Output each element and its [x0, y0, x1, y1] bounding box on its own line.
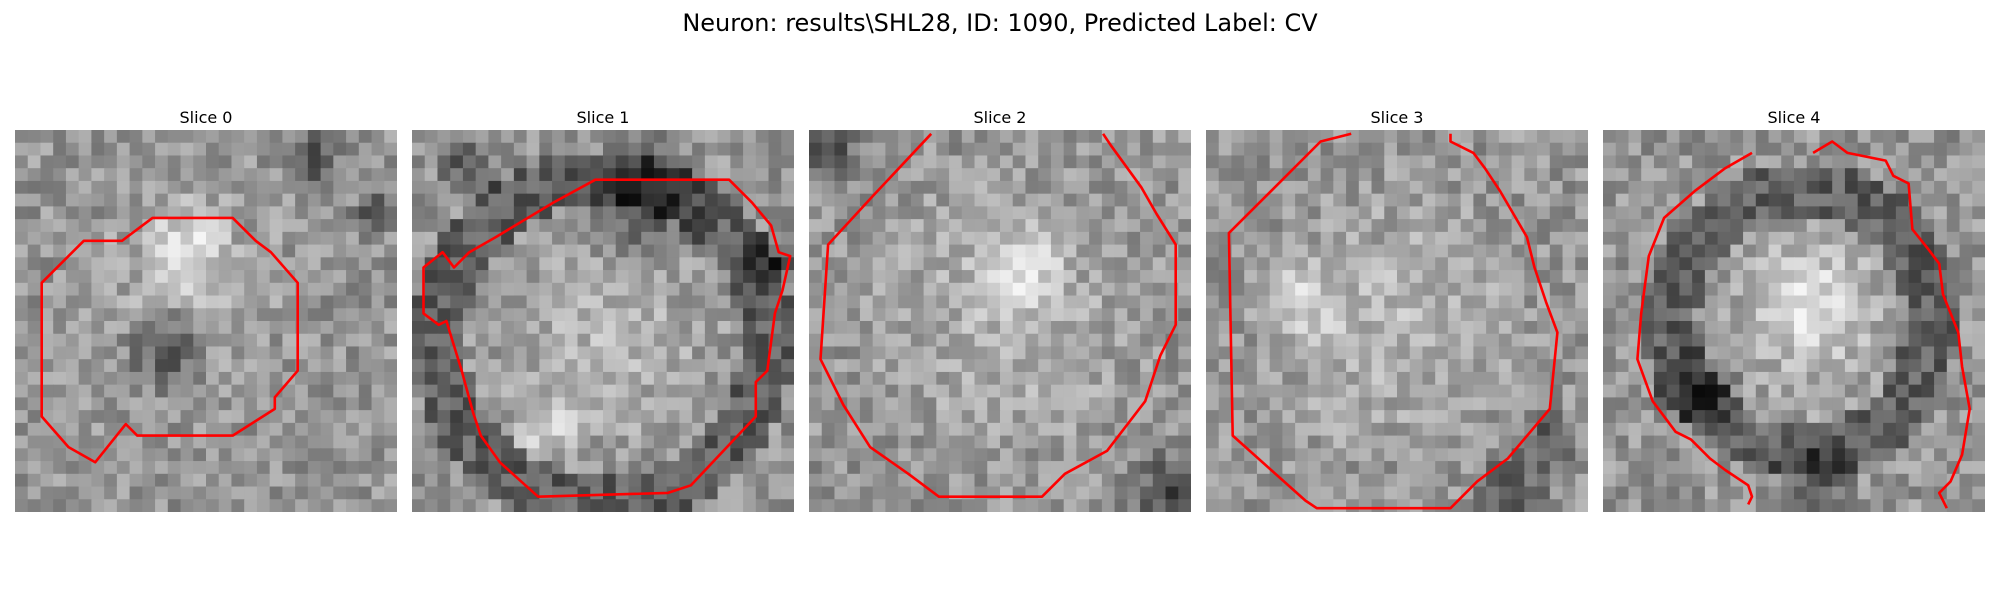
slice-panel-4: Slice 4 — [1603, 108, 1985, 512]
slice-title: Slice 3 — [1370, 108, 1424, 127]
slice-panel-2: Slice 2 — [809, 108, 1191, 512]
slice-title: Slice 1 — [576, 108, 630, 127]
contour-outline — [1636, 151, 1754, 505]
contour-outline — [1812, 140, 1972, 509]
slice-title: Slice 4 — [1767, 108, 1821, 127]
slice-image — [1206, 130, 1588, 512]
figure-title: Neuron: results\SHL28, ID: 1090, Predict… — [682, 9, 1318, 37]
slice-title: Slice 2 — [973, 108, 1027, 127]
slice-title: Slice 0 — [179, 108, 233, 127]
slice-image — [412, 130, 794, 512]
slice-panel-1: Slice 1 — [412, 108, 794, 512]
slice-image — [15, 130, 397, 512]
slice-panel-3: Slice 3 — [1206, 108, 1588, 512]
slice-image — [1603, 130, 1985, 512]
contour-outline — [819, 132, 1178, 499]
contour-outline — [422, 178, 792, 499]
slice-image — [809, 130, 1191, 512]
contour-outline — [40, 216, 300, 464]
contour-outline — [1227, 132, 1559, 510]
slice-panel-0: Slice 0 — [15, 108, 397, 512]
